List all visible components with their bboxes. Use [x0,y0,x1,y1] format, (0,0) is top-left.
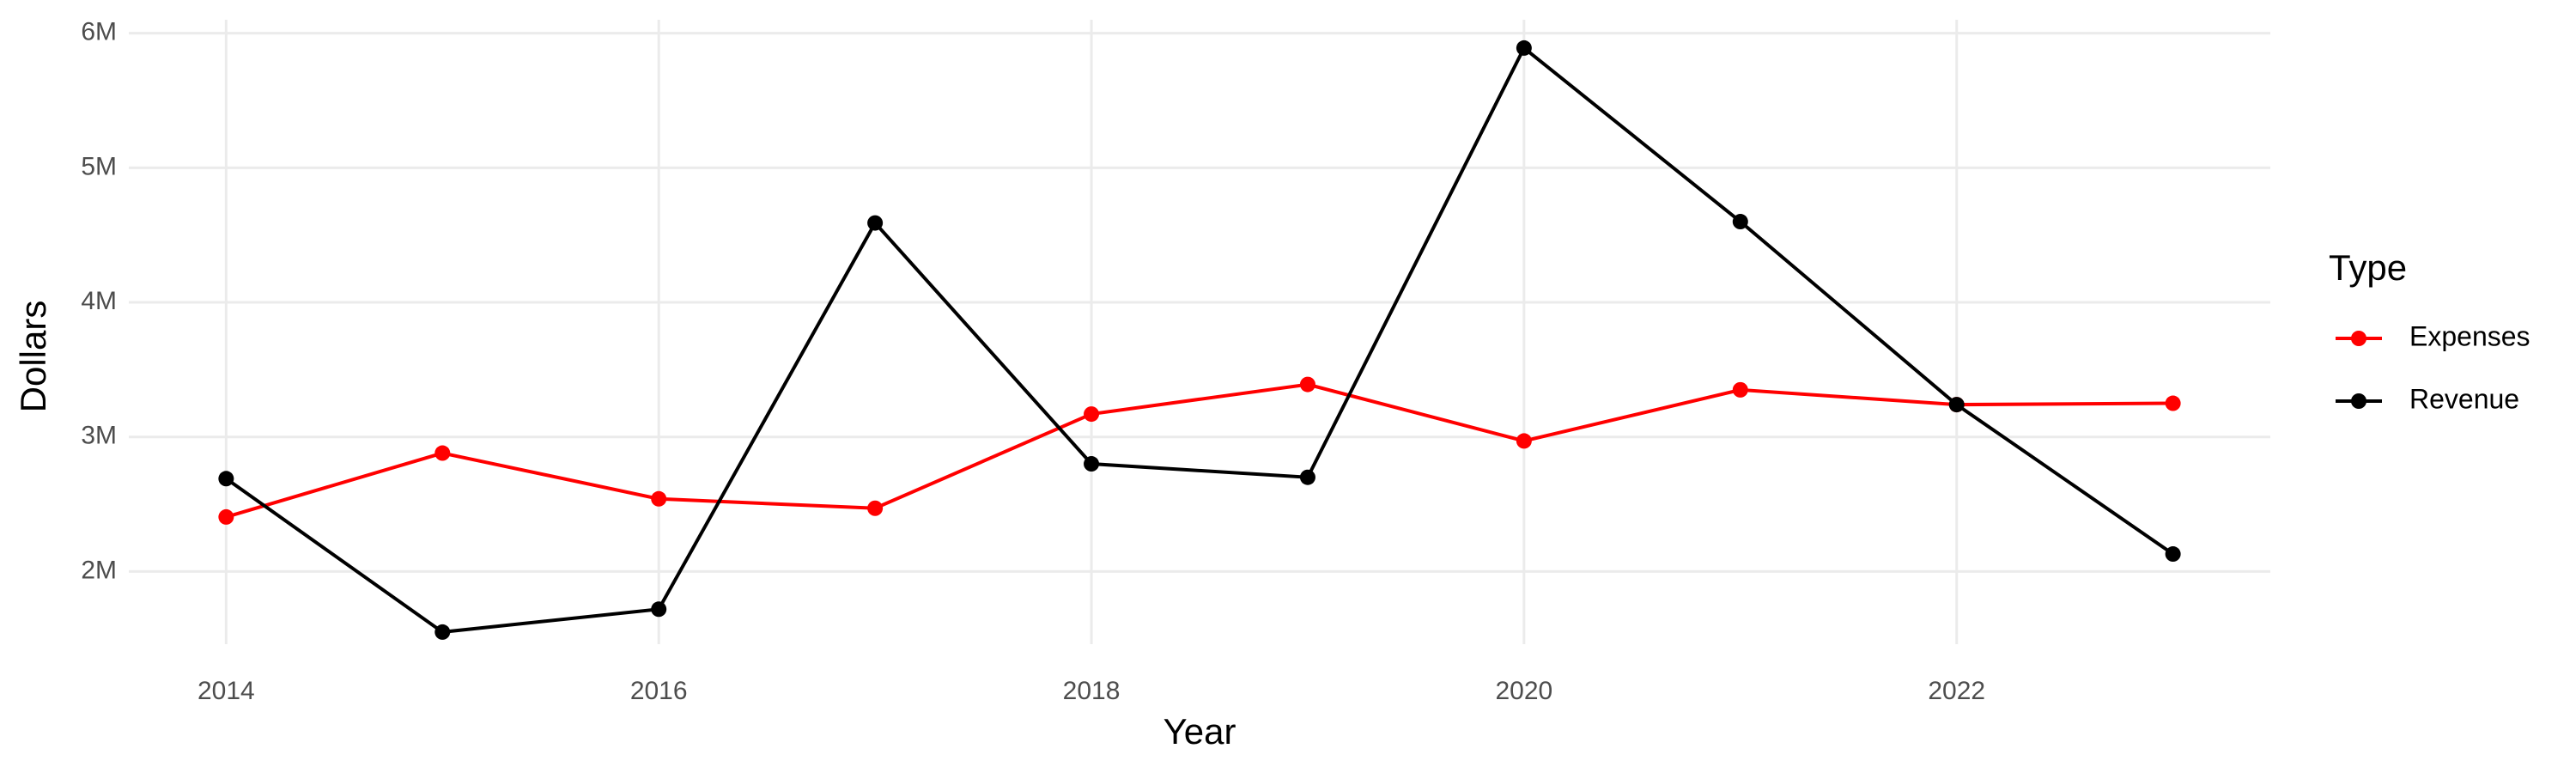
data-point [1948,397,1965,413]
x-tick-label: 2016 [630,677,688,705]
data-point [867,500,884,516]
data-point [1084,406,1100,423]
data-point [651,490,667,507]
data-point [651,601,667,618]
data-point [434,624,451,640]
y-axis-title: Dollars [13,301,53,413]
data-point [218,508,234,525]
y-tick-label: 2M [81,556,117,584]
x-tick-label: 2014 [197,677,255,705]
data-point [1732,214,1748,230]
series-line [225,45,2174,634]
data-point [2165,546,2181,563]
x-axis-title: Year [1163,711,1236,752]
x-tick-label: 2022 [1928,677,1985,705]
y-tick-label: 6M [81,18,117,46]
data-point [1299,469,1315,485]
series-line [225,382,2173,519]
data-point [867,215,884,231]
x-tick-label: 2020 [1496,677,1553,705]
legend-label: Expenses [2409,320,2530,351]
legend-key-point [2351,331,2366,346]
data-point [1732,381,1748,398]
data-point [434,445,451,461]
data-point [1516,433,1532,449]
grid [129,20,2270,644]
x-tick-label: 2018 [1063,677,1121,705]
data-point [218,471,234,487]
legend-key-point [2351,393,2366,409]
legend-label: Revenue [2409,383,2519,414]
legend-title: Type [2329,247,2407,288]
y-tick-label: 5M [81,152,117,180]
y-tick-label: 3M [81,422,117,450]
data-point [1516,40,1532,56]
data-point [2165,395,2181,411]
y-tick-label: 4M [81,287,117,315]
data-point [1084,456,1100,472]
data-point [1299,376,1315,393]
